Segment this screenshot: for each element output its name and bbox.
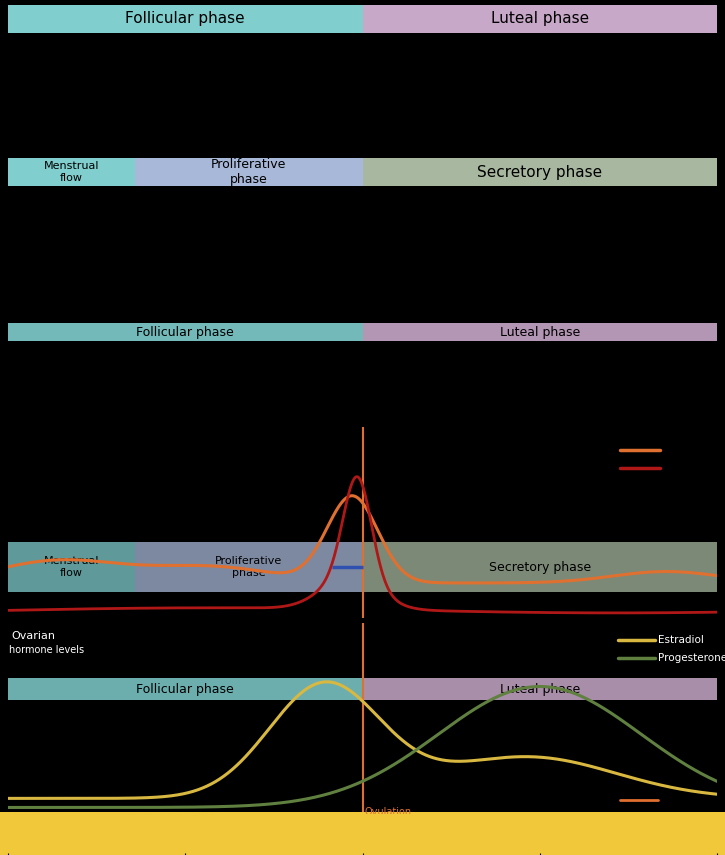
Bar — [135, 158, 362, 186]
Text: Menstrual
flow: Menstrual flow — [44, 162, 99, 183]
Bar — [362, 678, 717, 700]
Bar — [362, 542, 717, 592]
Text: Proliferative
phase: Proliferative phase — [215, 557, 282, 578]
Text: Proliferative
phase: Proliferative phase — [211, 158, 286, 186]
Text: Progesterone: Progesterone — [658, 653, 725, 663]
Text: Luteal phase: Luteal phase — [491, 11, 589, 27]
Bar — [8, 542, 135, 592]
Text: Luteal phase: Luteal phase — [500, 326, 580, 339]
Text: Ovulation: Ovulation — [365, 807, 412, 817]
Bar — [135, 542, 362, 592]
Bar — [8, 323, 362, 341]
Text: Follicular phase: Follicular phase — [136, 326, 234, 339]
Bar — [8, 678, 362, 700]
Bar — [362, 5, 717, 33]
Bar — [0, 812, 725, 855]
Text: hormone levels: hormone levels — [9, 645, 85, 655]
Text: Secretory phase: Secretory phase — [477, 164, 602, 180]
Text: Luteal phase: Luteal phase — [500, 682, 580, 695]
Bar — [8, 158, 135, 186]
Text: Menstrual
flow: Menstrual flow — [44, 557, 99, 578]
Text: Secretory phase: Secretory phase — [489, 561, 591, 574]
Text: Estradiol: Estradiol — [658, 635, 704, 645]
Text: Follicular phase: Follicular phase — [136, 682, 234, 695]
Text: Ovarian: Ovarian — [12, 631, 56, 641]
Bar — [362, 158, 717, 186]
Bar — [8, 5, 362, 33]
Bar — [362, 323, 717, 341]
Text: Follicular phase: Follicular phase — [125, 11, 245, 27]
